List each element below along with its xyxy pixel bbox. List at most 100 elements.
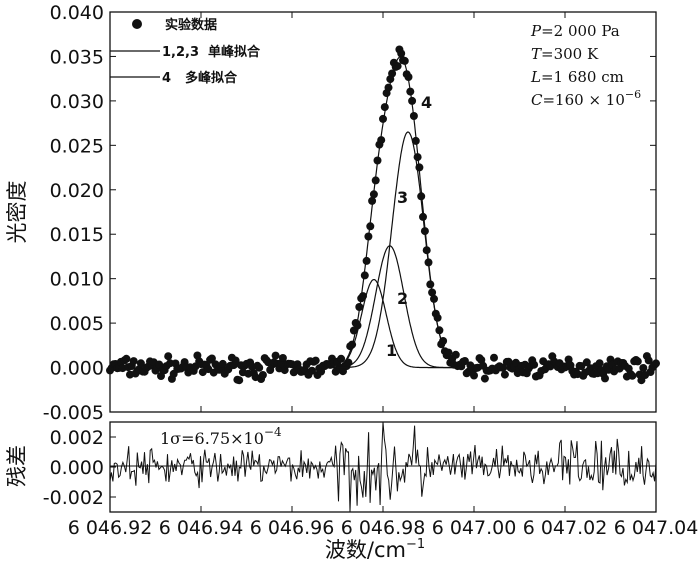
data-point xyxy=(207,354,216,363)
x-tick-label: 6 047.02 xyxy=(523,517,608,539)
condition-pathlength-value: =1 680 cm xyxy=(541,68,624,86)
data-point xyxy=(601,374,609,383)
data-point xyxy=(157,372,165,380)
x-axis-title-exponent: −1 xyxy=(406,537,425,552)
condition-pathlength-var: L xyxy=(530,68,541,86)
residual-sigma-annotation: 1σ=6.75×10−4 xyxy=(160,425,282,448)
x-axis: 6 046.92 6 046.94 6 046.96 6 046.98 6 047.00… xyxy=(68,12,699,539)
data-point xyxy=(377,136,386,145)
data-point xyxy=(235,376,244,385)
main-y-axis: 0.040 0.035 0.030 0.025 0.020 0.015 0.010 0.005… xyxy=(43,2,656,424)
x-tick-label: 6 047.04 xyxy=(614,517,699,539)
main-y-tick-label: 0.020 xyxy=(50,180,104,202)
data-point xyxy=(435,326,444,335)
legend: 实验数据 1,2,3 单峰拟合 4 多峰拟合 xyxy=(110,17,261,86)
legend-label-data: 实验数据 xyxy=(165,17,217,33)
main-y-tick-label: -0.005 xyxy=(43,402,104,424)
experimental-data-points xyxy=(106,45,660,385)
residual-series xyxy=(109,421,657,513)
data-point xyxy=(362,256,371,265)
main-y-tick-label: 0.000 xyxy=(50,358,104,380)
data-point xyxy=(499,363,508,372)
data-point xyxy=(430,294,438,303)
data-point xyxy=(639,364,648,372)
data-point xyxy=(308,366,316,375)
peak-label-4: 4 xyxy=(421,93,432,112)
data-point xyxy=(490,353,498,362)
data-point xyxy=(530,360,539,369)
fit-curve-total xyxy=(328,56,465,369)
fit-curve-peak-3 xyxy=(328,131,465,369)
data-point xyxy=(433,313,442,322)
peak-label-2: 2 xyxy=(397,289,408,308)
data-point xyxy=(164,352,173,361)
legend-label-single: 单峰拟合 xyxy=(208,44,261,60)
data-point xyxy=(644,356,653,365)
main-y-tick-label: 0.005 xyxy=(50,313,104,335)
legend-marker-multi: 4 xyxy=(162,71,171,86)
condition-temperature-var: T xyxy=(531,45,542,63)
sigma-text: 1σ=6.75×10 xyxy=(160,429,264,448)
main-y-tick-label: 0.025 xyxy=(50,135,104,157)
data-point xyxy=(278,354,287,362)
main-y-tick-label: 0.030 xyxy=(50,91,104,113)
legend-marker-single: 1,2,3 xyxy=(162,45,199,60)
peak-label-3: 3 xyxy=(397,188,408,207)
residual-y-tick-label: 0.002 xyxy=(50,427,104,449)
data-point xyxy=(360,271,369,280)
condition-concentration-exponent: −6 xyxy=(625,88,641,101)
peak-label-1: 1 xyxy=(386,341,397,360)
x-tick-label: 6 046.96 xyxy=(250,517,335,539)
condition-pathlength: L=1 680 cm xyxy=(530,68,624,86)
data-point xyxy=(337,354,346,363)
data-point xyxy=(633,357,642,366)
condition-concentration: C=160 × 10−6 xyxy=(531,88,641,109)
data-point xyxy=(595,359,604,368)
x-axis-title-text: 波数/cm xyxy=(325,538,406,562)
data-point xyxy=(258,371,267,379)
condition-pressure: P=2 000 Pa xyxy=(530,22,620,40)
data-point xyxy=(397,49,406,58)
data-point xyxy=(368,196,377,205)
data-point xyxy=(122,354,131,363)
sigma-exponent: −4 xyxy=(264,425,282,439)
data-point xyxy=(231,356,240,365)
data-point xyxy=(380,103,389,112)
main-y-tick-label: 0.040 xyxy=(50,2,104,24)
data-point xyxy=(628,371,637,380)
data-point xyxy=(652,359,660,368)
main-y-tick-label: 0.010 xyxy=(50,269,104,291)
data-point xyxy=(379,114,387,123)
x-tick-label: 6 046.98 xyxy=(341,517,426,539)
condition-temperature-value: =300 K xyxy=(541,45,599,63)
data-point xyxy=(426,280,435,289)
condition-temperature: T=300 K xyxy=(531,45,599,63)
data-point xyxy=(480,374,489,383)
data-point xyxy=(500,370,509,379)
residual-line xyxy=(109,421,657,513)
x-axis-title: 波数/cm−1 xyxy=(325,537,425,562)
condition-pressure-value: =2 000 Pa xyxy=(541,22,620,40)
data-point xyxy=(384,83,393,92)
condition-concentration-var: C xyxy=(531,91,543,109)
condition-pressure-var: P xyxy=(530,22,542,40)
data-point xyxy=(460,357,469,365)
data-point xyxy=(136,359,145,368)
fit-curve-peak-2 xyxy=(328,245,465,369)
x-tick-label: 6 047.00 xyxy=(432,517,517,539)
main-y-axis-title: 光密度 xyxy=(5,181,29,244)
data-point xyxy=(218,359,227,368)
conditions-block: P=2 000 Pa T=300 K L=1 680 cm C=160 × 10… xyxy=(530,22,641,109)
data-point xyxy=(255,363,264,372)
condition-concentration-value: =160 × 10 xyxy=(542,91,624,109)
fit-curves xyxy=(328,56,465,369)
residual-y-tick-label: -0.002 xyxy=(43,487,104,509)
x-tick-label: 6 046.92 xyxy=(68,517,153,539)
legend-label-multi: 多峰拟合 xyxy=(185,70,238,86)
data-point xyxy=(470,371,478,380)
x-tick-label: 6 046.94 xyxy=(159,517,244,539)
data-point xyxy=(129,357,138,366)
main-y-tick-label: 0.015 xyxy=(50,224,104,246)
